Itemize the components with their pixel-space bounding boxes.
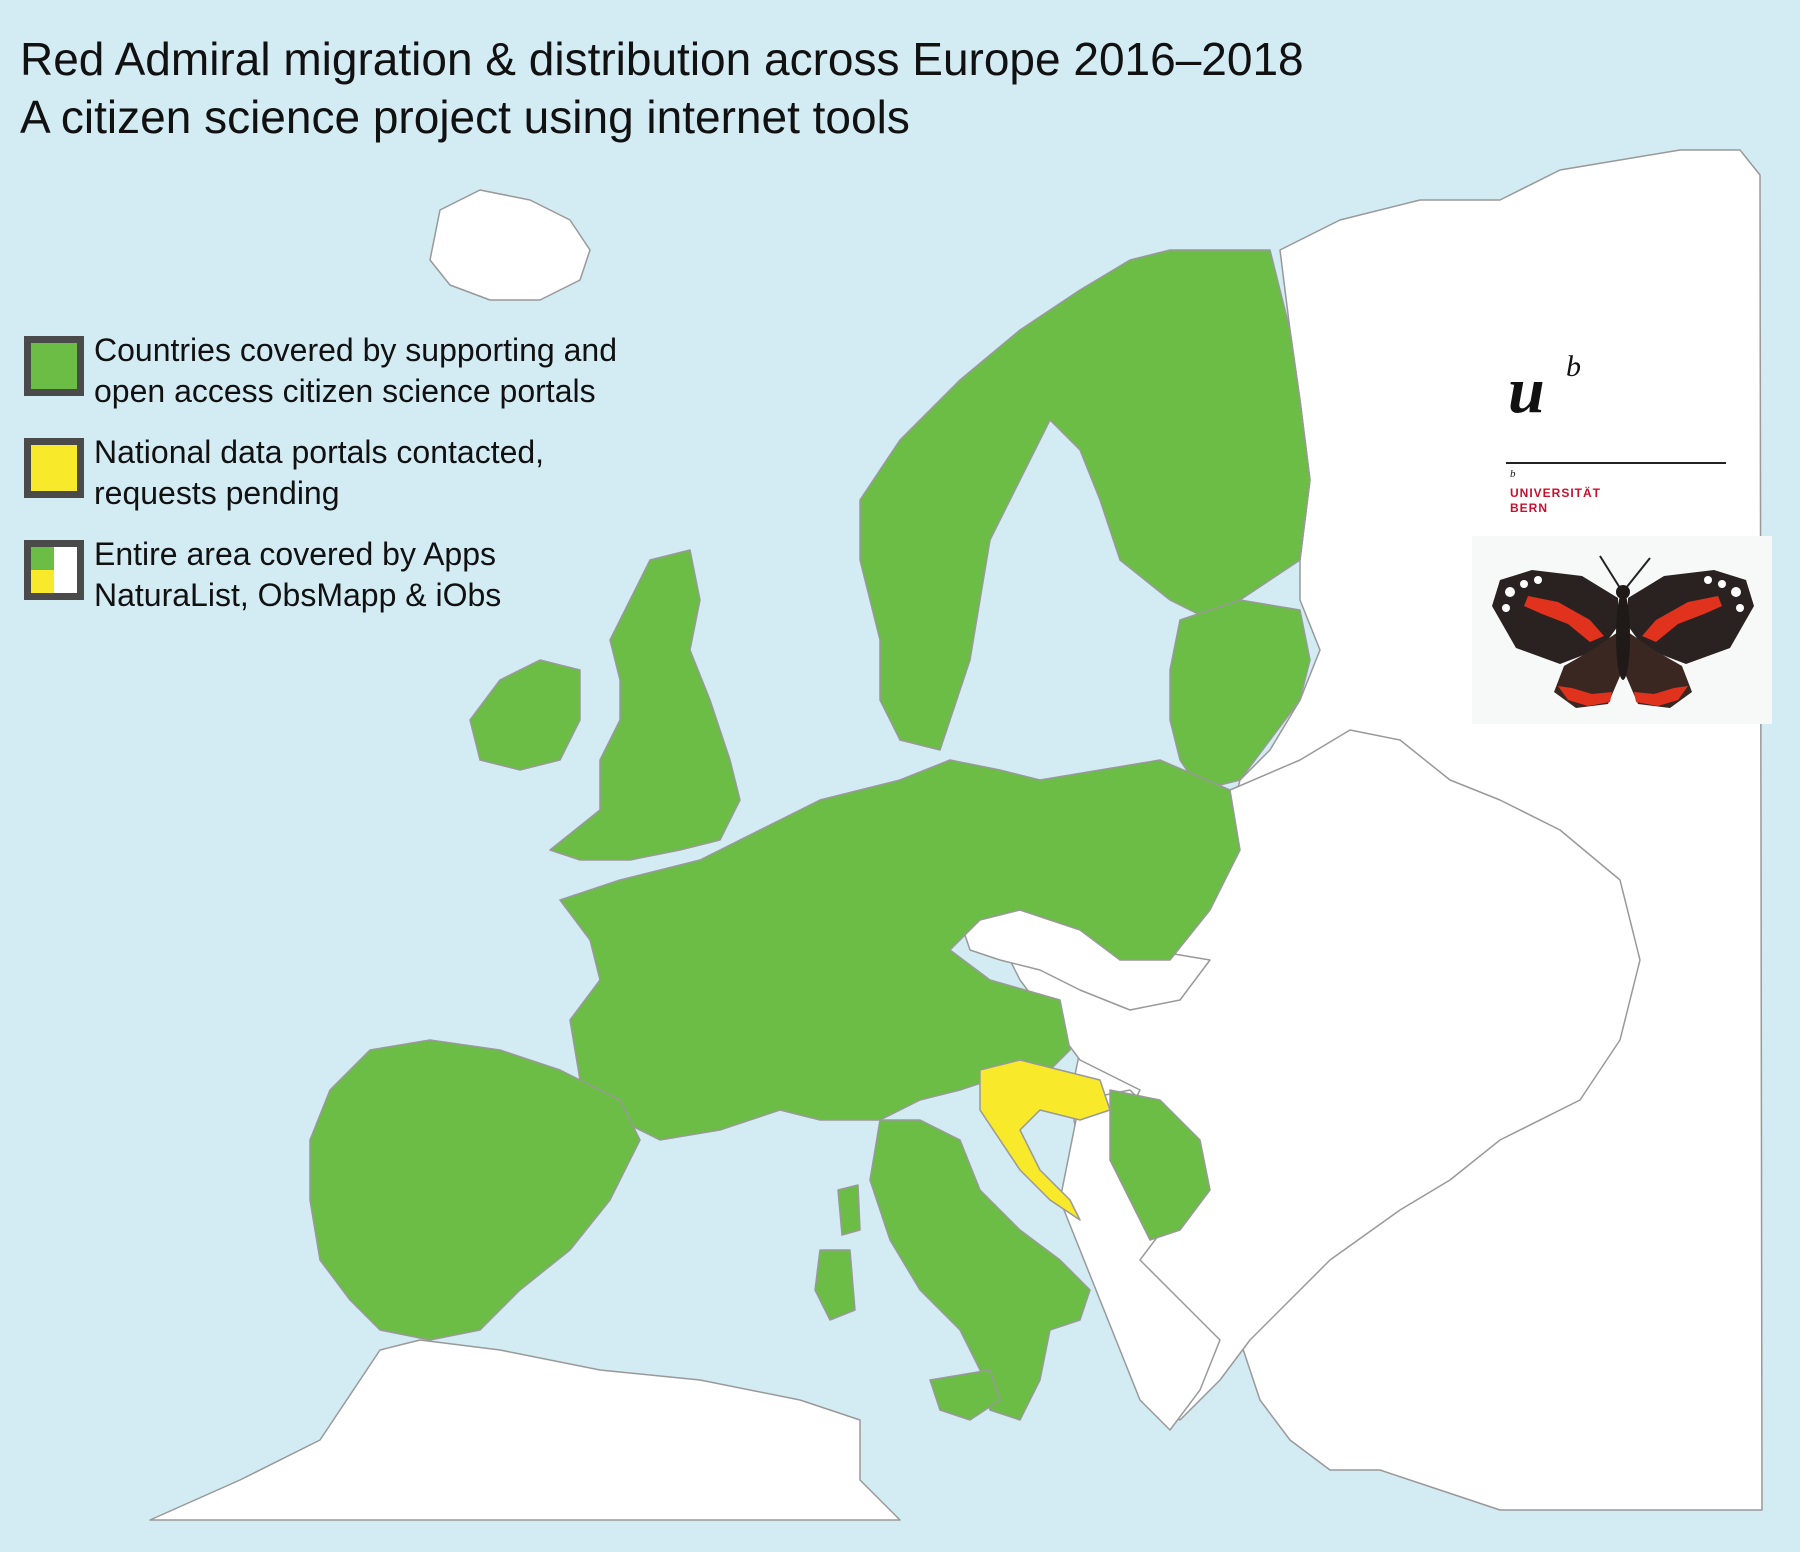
scandinavia-covered	[859, 249, 1311, 751]
legend-swatch-yellow	[24, 438, 84, 498]
italy-covered	[869, 1119, 1091, 1421]
baltics-covered	[1169, 599, 1311, 791]
sardinia-covered	[814, 1249, 856, 1321]
serbia-covered	[1109, 1089, 1211, 1241]
legend-text-covered: Countries covered by supporting and open…	[94, 332, 617, 409]
title-line-1: Red Admiral migration & distribution acr…	[20, 33, 1304, 85]
logo-university-name: UNIVERSITÄT BERN	[1510, 486, 1602, 515]
map-title: Red Admiral migration & distribution acr…	[20, 30, 1304, 146]
corsica-covered	[837, 1184, 861, 1236]
sicily-covered	[929, 1369, 1001, 1421]
croatia-pending	[979, 1059, 1111, 1221]
iceland-land	[429, 189, 591, 301]
logo-small-b: b	[1510, 468, 1516, 480]
map-legend: Countries covered by supporting and open…	[24, 330, 704, 636]
western-central-europe-covered	[559, 759, 1241, 1141]
legend-item-covered: Countries covered by supporting and open…	[24, 330, 704, 432]
logo-superscript-b: b	[1566, 350, 1581, 383]
great-britain-covered	[549, 549, 741, 861]
legend-item-apps: Entire area covered by Apps NaturaList, …	[24, 534, 704, 636]
north-africa-land	[149, 1339, 901, 1521]
legend-text-pending: National data portals contacted, request…	[94, 434, 545, 511]
legend-swatch-mixed	[24, 540, 84, 600]
ireland-covered	[469, 659, 581, 771]
butterfly-image	[1472, 536, 1772, 724]
legend-item-pending: National data portals contacted, request…	[24, 432, 704, 534]
title-line-2: A citizen science project using internet…	[20, 91, 910, 143]
iberia-covered	[309, 1039, 641, 1341]
university-bern-logo: u b b UNIVERSITÄT BERN	[1506, 340, 1726, 520]
legend-text-apps: Entire area covered by Apps NaturaList, …	[94, 536, 502, 613]
legend-swatch-green	[24, 336, 84, 396]
logo-letter-u: u	[1508, 354, 1545, 427]
logo-divider	[1506, 462, 1726, 464]
